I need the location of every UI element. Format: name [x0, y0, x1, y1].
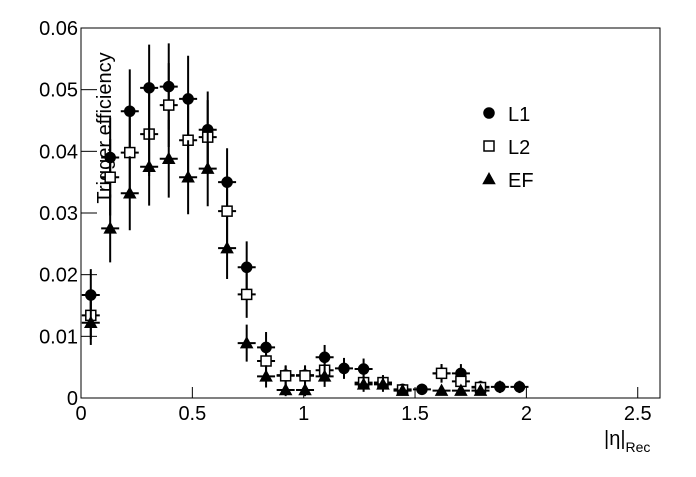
x-axis-label-sub: Rec [626, 439, 651, 455]
data-point [279, 370, 292, 382]
legend-label: L2 [508, 137, 530, 159]
x-axis-label: |η|Rec [604, 428, 650, 455]
x-axis-label-main: |η| [604, 428, 626, 450]
data-point [317, 369, 332, 382]
legend-marker [482, 171, 496, 185]
data-point [299, 370, 311, 382]
data-point [260, 355, 272, 367]
data-point [123, 186, 137, 199]
data-point [338, 362, 350, 375]
legend-marker [483, 140, 495, 152]
data-point [124, 146, 136, 159]
data-point [298, 382, 312, 396]
data-point [259, 369, 273, 382]
data-point [473, 383, 488, 396]
data-point [240, 261, 253, 274]
data-point [416, 383, 428, 396]
data-point [104, 171, 116, 183]
data-point [142, 159, 156, 172]
legend-label: EF [508, 170, 534, 192]
data-point [434, 383, 449, 396]
x-tick-label: 0.5 [178, 403, 206, 425]
y-tick-label: 0.06 [39, 18, 78, 40]
data-point [240, 288, 253, 301]
data-point [143, 82, 155, 94]
data-point [221, 205, 233, 217]
legend-label: L1 [508, 104, 530, 126]
data-point [162, 99, 175, 111]
data-point [356, 377, 371, 390]
y-tick-label: 0.01 [39, 326, 78, 348]
y-tick-label: 0 [67, 388, 78, 410]
data-point [84, 315, 98, 329]
data-point [454, 383, 468, 396]
y-tick-label: 0.05 [39, 80, 78, 102]
x-tick-label: 2 [521, 403, 532, 425]
data-point [357, 363, 370, 375]
legend-marker [483, 107, 495, 119]
data-point [513, 381, 526, 393]
data-point [181, 170, 195, 183]
data-point [220, 241, 234, 254]
x-tick-label: 1 [298, 403, 309, 425]
y-tick-label: 0.03 [39, 203, 78, 225]
x-tick-label: 2.5 [624, 403, 652, 425]
x-tick-label: 1.5 [401, 403, 429, 425]
data-point [278, 382, 293, 396]
y-tick-label: 0.04 [39, 141, 78, 163]
data-point [435, 367, 448, 380]
data-point [239, 336, 254, 349]
data-point [103, 221, 117, 234]
x-tick-label: 0 [75, 403, 86, 425]
data-point [161, 151, 176, 164]
data-point [395, 383, 410, 396]
y-tick-label: 0.02 [39, 265, 78, 287]
data-point [494, 381, 506, 393]
data-point [200, 161, 215, 174]
data-point [376, 377, 390, 390]
